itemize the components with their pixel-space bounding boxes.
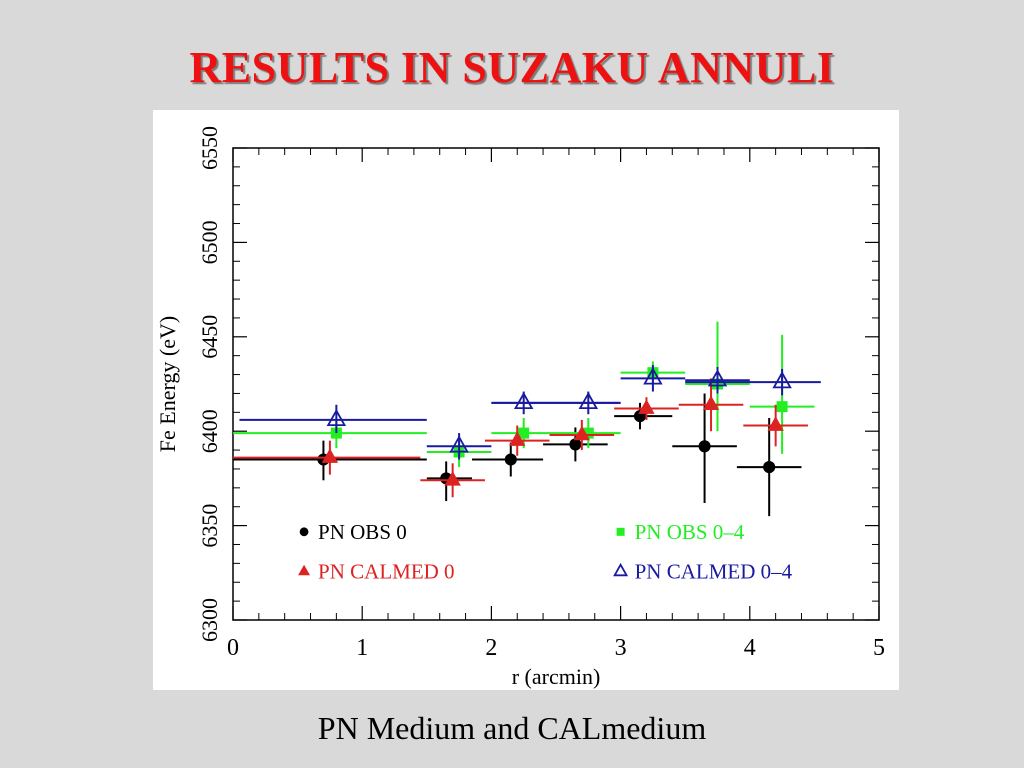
plot-frame [232, 147, 880, 621]
point-marker [569, 438, 582, 451]
x-tick-label: 3 [615, 635, 627, 661]
point-marker [776, 401, 788, 413]
point-marker [582, 427, 594, 439]
data-point [678, 378, 744, 432]
point-marker [326, 408, 347, 427]
chart-panel: 0 1 2 3 4 5 6300 6350 6400 6450 6500 6550 r (arcmin)… [153, 110, 899, 690]
y-tick-label: 6450 [197, 315, 222, 359]
x-axis-label: r (arcmin) [512, 664, 601, 689]
point-marker [638, 399, 655, 414]
series-3 [239, 365, 821, 460]
legend-marker [299, 527, 309, 537]
legend-entry: PN CALMED 0–4 [613, 559, 793, 583]
x-tick-label: 2 [485, 635, 497, 661]
y-axis-label: Fe Energy (eV) [155, 316, 180, 452]
data-point [620, 365, 686, 392]
legend-label: PN CALMED 0 [318, 559, 455, 583]
data-point [736, 417, 802, 517]
data-point [426, 433, 492, 460]
point-marker [504, 453, 517, 466]
legend-entry: PN OBS 0 [299, 520, 407, 544]
data-point [491, 391, 621, 415]
point-marker [772, 371, 792, 389]
data-point [685, 367, 750, 394]
point-marker [573, 425, 591, 441]
slide-title: RESULTS IN SUZAKU ANNULI [189, 43, 835, 92]
point-marker [321, 448, 339, 463]
data-point [672, 393, 737, 503]
data-point [233, 440, 421, 475]
point-marker [449, 435, 469, 453]
data-point [556, 417, 621, 449]
point-marker [702, 395, 720, 411]
x-tick-label: 0 [227, 635, 239, 661]
point-marker [763, 461, 776, 474]
point-marker [643, 367, 663, 385]
data-point [685, 368, 821, 396]
legend-label: PN OBS 0 [318, 520, 407, 544]
legend-marker [616, 527, 625, 536]
point-marker [444, 471, 461, 486]
data-point [420, 463, 485, 498]
data-point [472, 442, 544, 477]
point-marker [518, 427, 530, 439]
x-tick-label: 5 [873, 635, 885, 661]
legend-label: PN CALMED 0–4 [635, 559, 793, 583]
x-tick-label: 1 [356, 635, 368, 661]
slide-caption: PN Medium and CALmedium [317, 710, 707, 746]
data-point [743, 404, 808, 447]
legend-marker [298, 564, 311, 576]
data-point [484, 425, 550, 456]
legend-marker [613, 562, 629, 577]
series-2 [233, 378, 808, 498]
data-point [239, 404, 427, 434]
point-marker [509, 431, 526, 446]
point-marker [513, 391, 534, 410]
point-marker [767, 416, 784, 431]
y-tick-label: 6500 [197, 220, 222, 264]
y-tick-label: 6550 [197, 126, 222, 170]
point-marker [707, 369, 728, 387]
data-point [549, 419, 615, 451]
fe-energy-chart: 0 1 2 3 4 5 6300 6350 6400 6450 6500 6550 r (arcmin)… [155, 126, 885, 689]
y-tick-label: 6300 [197, 598, 222, 642]
point-marker [698, 440, 711, 453]
legend-entry: PN OBS 0–4 [616, 520, 745, 544]
data-point [614, 397, 679, 420]
legend-entry: PN CALMED 0 [298, 559, 455, 583]
legend-label: PN OBS 0–4 [635, 520, 745, 544]
x-tick-label: 4 [744, 635, 756, 661]
point-marker [578, 391, 599, 410]
y-tick-label: 6350 [197, 504, 222, 548]
y-tick-label: 6400 [197, 409, 222, 453]
